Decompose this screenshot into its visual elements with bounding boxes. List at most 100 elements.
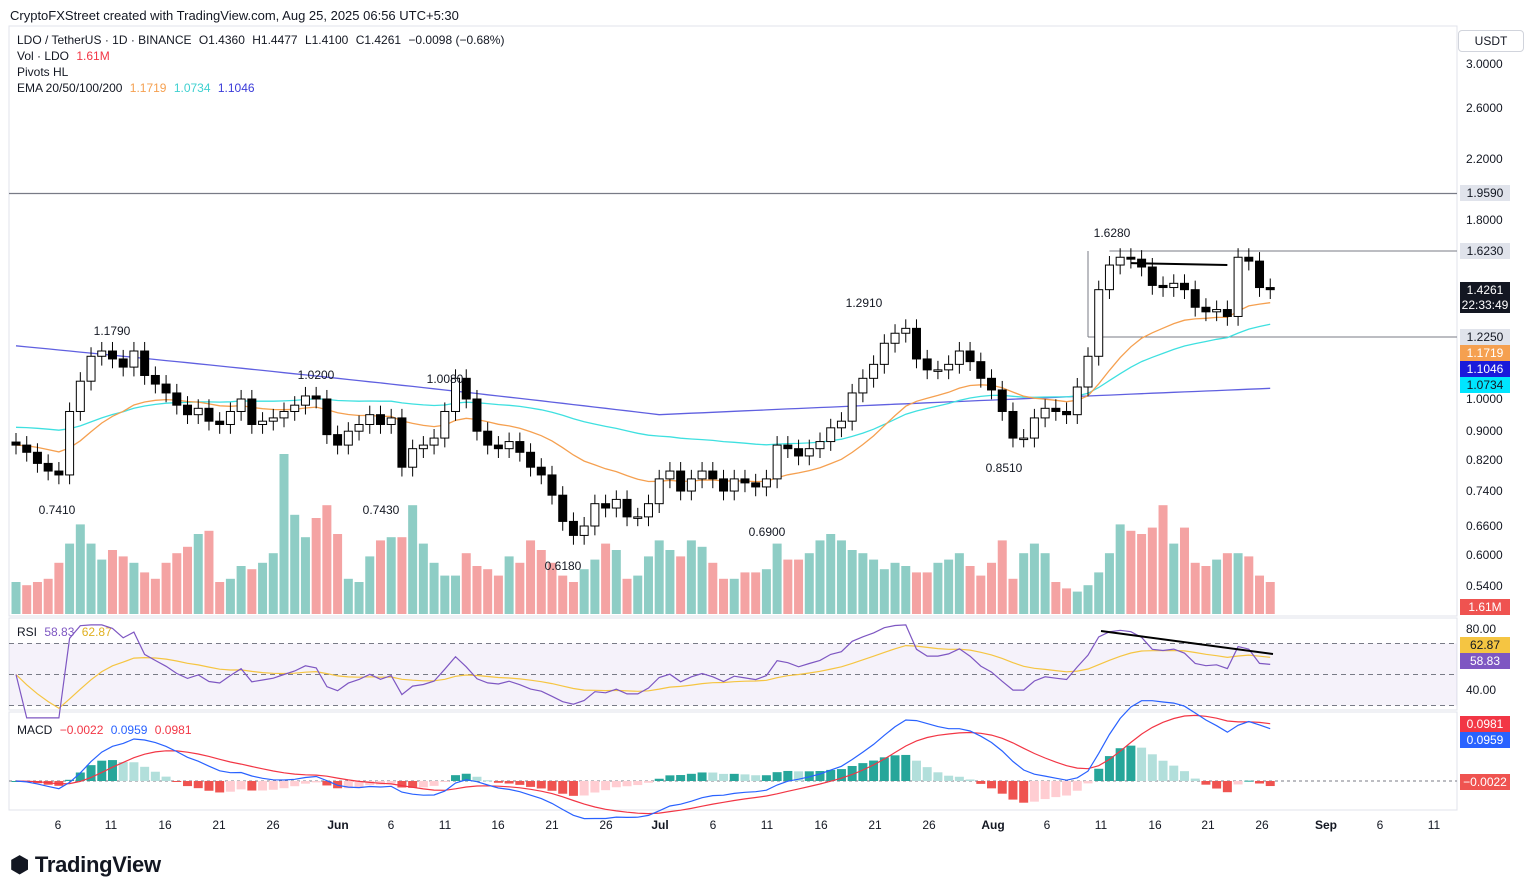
rsi-tag: 58.83 <box>1460 653 1510 669</box>
macd-histogram-bar <box>1051 781 1061 798</box>
macd-histogram-bar <box>911 760 921 781</box>
volume-bar <box>665 550 675 614</box>
symbol-name[interactable]: LDO / TetherUS · 1D · BINANCE <box>17 33 192 47</box>
macd-histogram-bar <box>204 781 214 791</box>
volume-bar <box>1233 553 1243 614</box>
macd-signal-line <box>15 714 1271 815</box>
ema-legend[interactable]: EMA 20/50/100/200 1.1719 1.0734 1.1046 <box>17 80 259 96</box>
volume-bar <box>729 578 739 614</box>
candle-body <box>215 420 225 425</box>
volume-bar <box>568 582 578 614</box>
volume-legend[interactable]: Vol · LDO 1.61M <box>17 48 114 64</box>
volume-bar <box>193 534 203 614</box>
date-label: 11 <box>104 818 118 832</box>
volume-bar <box>300 537 310 614</box>
macd-signal-value: 0.0981 <box>154 723 192 737</box>
candle-body <box>944 363 954 371</box>
candle-body <box>987 377 997 391</box>
candle-body <box>161 383 171 394</box>
macd-signal-tag: 0.0981 <box>1460 716 1510 732</box>
currency-button[interactable]: USDT <box>1458 30 1524 52</box>
volume-bar <box>354 582 364 614</box>
macd-histogram-bar <box>483 780 493 782</box>
macd-histogram-bar <box>1083 781 1093 784</box>
volume-bar <box>440 575 450 614</box>
macd-histogram-bar <box>461 773 471 781</box>
date-label: 11 <box>1427 818 1441 832</box>
candle-body <box>1212 309 1222 313</box>
macd-histogram-bar <box>343 781 353 789</box>
macd-histogram-bar <box>504 781 514 784</box>
volume-bar <box>1040 553 1050 614</box>
macd-histogram-bar <box>1115 748 1125 781</box>
macd-histogram-bar <box>97 760 107 781</box>
candle-body <box>719 478 729 492</box>
rsi-ma-tag: 62.87 <box>1460 637 1510 653</box>
macd-histogram-bar <box>633 781 643 786</box>
candle-body <box>54 470 64 476</box>
macd-histogram-bar <box>772 772 782 781</box>
volume-bar <box>1158 505 1168 614</box>
candle-body <box>558 494 568 522</box>
candle-body <box>536 466 546 476</box>
macd-histogram-bar <box>1265 781 1275 787</box>
candle-body <box>429 437 439 446</box>
pivots-legend[interactable]: Pivots HL <box>17 65 69 79</box>
volume-bar <box>1072 591 1082 614</box>
volume-bar <box>536 550 546 614</box>
macd-histogram-bar <box>847 765 857 781</box>
tradingview-logo[interactable]: ⬢ TradingView <box>10 852 161 878</box>
macd-histogram-bar <box>676 775 686 781</box>
candle-body <box>804 448 814 457</box>
macd-histogram-bar <box>858 763 868 781</box>
candle-body <box>1190 289 1200 308</box>
volume-bar <box>172 553 182 614</box>
rsi-legend[interactable]: RSI 58.83 62.87 <box>17 624 116 640</box>
macd-histogram-bar <box>86 765 96 781</box>
date-label: 6 <box>1043 818 1051 832</box>
macd-histogram-bar <box>129 762 139 781</box>
candle-body <box>279 410 289 419</box>
tradingview-logo-icon: ⬢ <box>10 852 29 877</box>
macd-histogram-bar <box>761 775 771 781</box>
candle-body <box>97 350 107 357</box>
candle-body <box>708 470 718 480</box>
macd-histogram-bar <box>215 781 225 793</box>
pivot-high-label: 1.6280 <box>1093 226 1131 240</box>
volume-bar <box>901 566 911 614</box>
candle-body <box>547 474 557 496</box>
macd-line <box>15 700 1271 820</box>
candle-body <box>290 404 300 412</box>
price-tick: 0.8200 <box>1466 453 1503 467</box>
macd-histogram-bar <box>1244 780 1254 782</box>
macd-histogram-bar <box>579 781 589 796</box>
resistance-tag-1: 1.9590 <box>1460 185 1510 201</box>
macd-histogram-bar <box>161 776 171 781</box>
volume-bar <box>643 556 653 614</box>
ema-label: EMA 20/50/100/200 <box>17 81 123 95</box>
candle-body <box>440 410 450 439</box>
volume-bar <box>611 550 621 614</box>
chart-header: CryptoFXStreet created with TradingView.… <box>10 8 459 23</box>
candle-body <box>590 503 600 527</box>
ema20-tag: 1.1719 <box>1460 345 1510 361</box>
candle-body <box>375 414 385 425</box>
macd-histogram-bar <box>225 781 235 792</box>
macd-histogram-bar <box>183 781 193 787</box>
candle-body <box>1265 287 1275 291</box>
macd-histogram-bar <box>1062 781 1072 796</box>
macd-histogram-bar <box>611 781 621 788</box>
candle-body <box>172 392 182 406</box>
symbol-legend[interactable]: LDO / TetherUS · 1D · BINANCE O1.4360 H1… <box>17 32 508 48</box>
macd-histogram-bar <box>729 773 739 781</box>
pivot-low-label: 0.8510 <box>985 461 1023 475</box>
macd-histogram-bar <box>1201 781 1211 785</box>
macd-histogram-bar <box>418 781 428 788</box>
candle-body <box>772 444 782 480</box>
macd-legend[interactable]: MACD −0.0022 0.0959 0.0981 <box>17 722 196 738</box>
macd-histogram-bar <box>1029 781 1039 802</box>
volume-bar <box>708 562 718 614</box>
date-label: 21 <box>1201 818 1215 832</box>
date-label: 16 <box>158 818 172 832</box>
